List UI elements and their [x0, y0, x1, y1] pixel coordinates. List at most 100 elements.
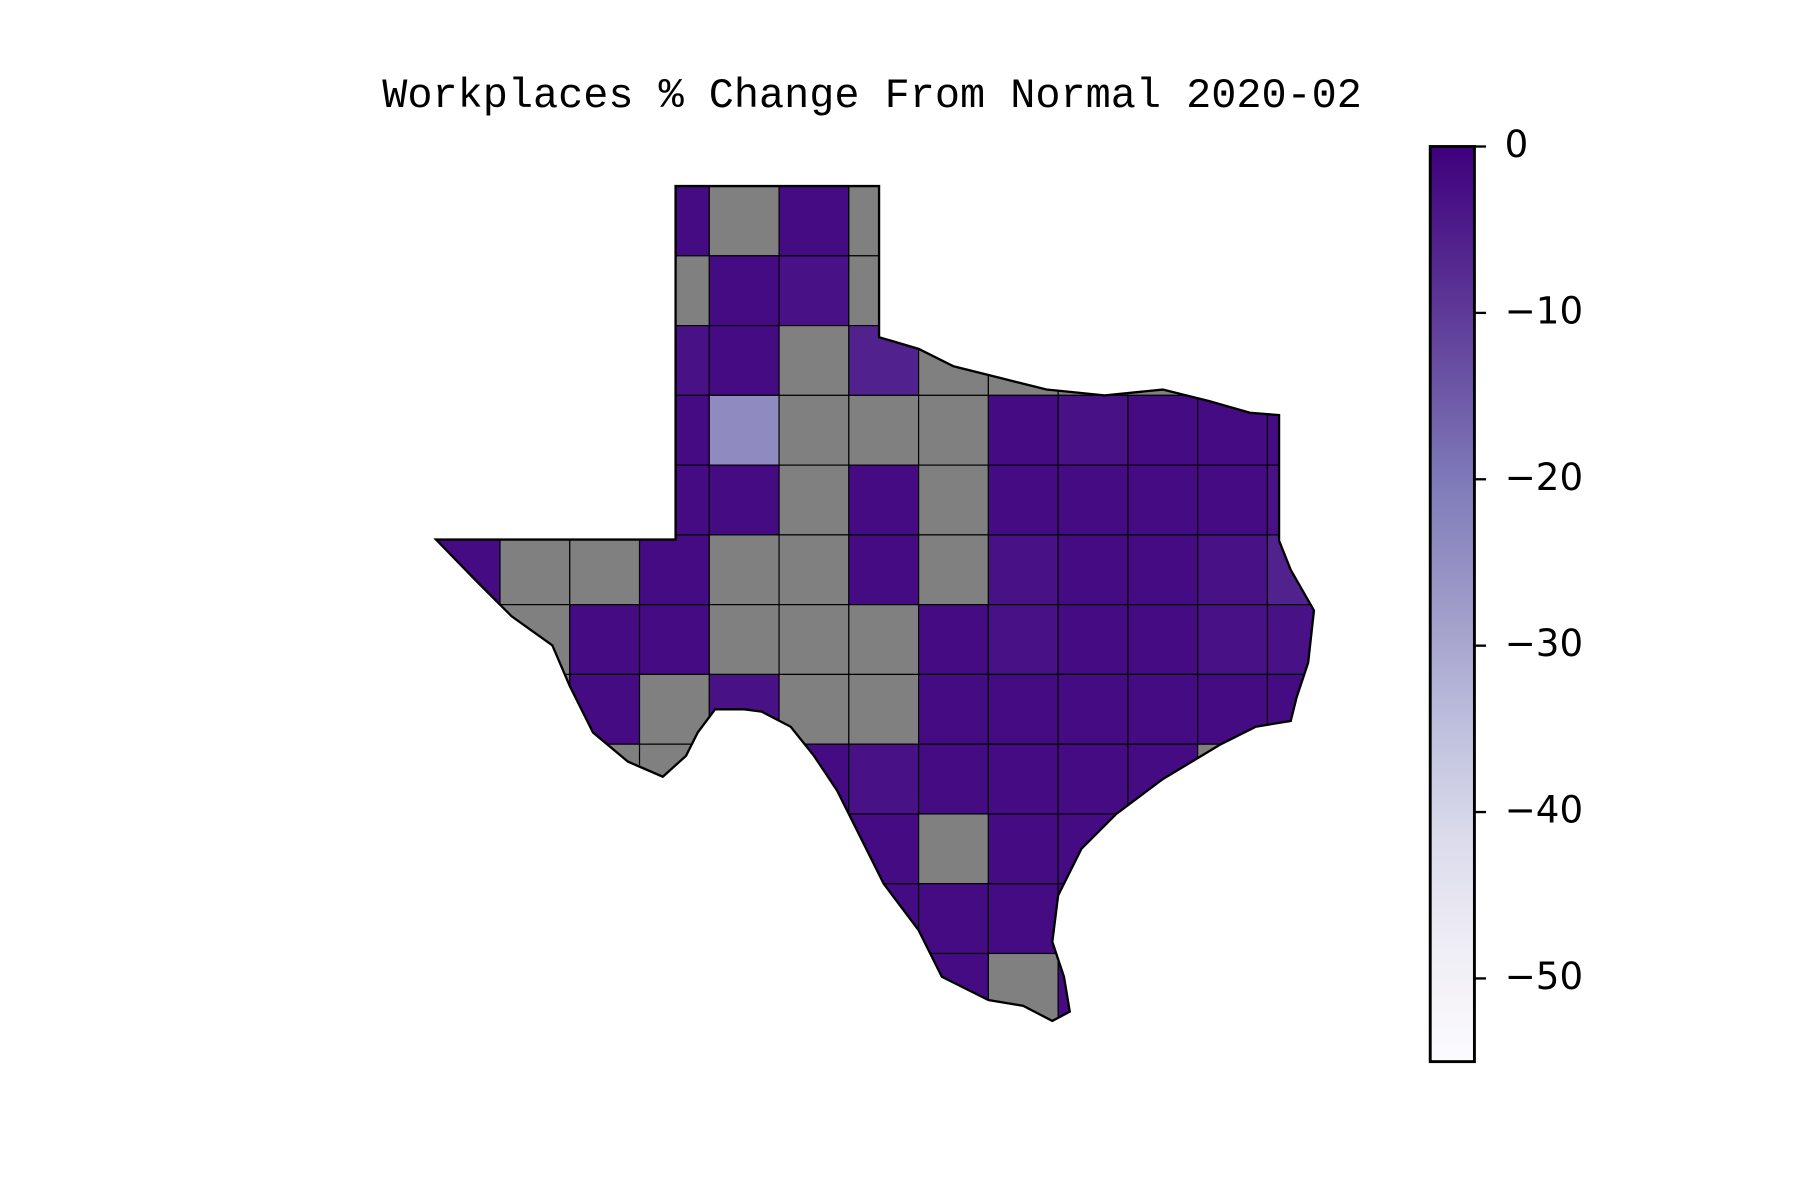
county [569, 952, 641, 1021]
county [1057, 325, 1129, 396]
county [778, 534, 850, 606]
county [1057, 534, 1129, 606]
county [848, 534, 920, 606]
county [1197, 534, 1269, 606]
county [1266, 743, 1314, 815]
county [569, 255, 641, 327]
county [708, 604, 780, 675]
county [1057, 604, 1129, 675]
county [708, 325, 780, 396]
county [708, 813, 780, 885]
county [778, 325, 850, 396]
county [708, 883, 780, 955]
county [499, 813, 571, 885]
county [918, 464, 989, 536]
map-title: Workplaces % Change From Normal 2020-02 [382, 72, 1362, 120]
county [1127, 813, 1199, 885]
colorbar-ticks: 0 −10 −20 −30 −40 −50 [1474, 122, 1583, 998]
county [987, 604, 1059, 675]
county [778, 255, 850, 327]
county [1266, 604, 1314, 675]
county [778, 673, 850, 745]
colorbar-tick-label: 0 [1505, 122, 1529, 166]
county [638, 813, 710, 885]
county [918, 186, 989, 257]
county [499, 186, 571, 257]
county [918, 813, 989, 885]
county [708, 534, 780, 606]
county [848, 325, 920, 396]
county [436, 673, 501, 745]
county [1197, 186, 1269, 257]
county [1197, 743, 1269, 815]
county [1127, 394, 1199, 466]
county [918, 743, 989, 815]
county [987, 186, 1059, 257]
county [638, 952, 710, 1021]
county [1127, 952, 1199, 1021]
county [499, 673, 571, 745]
county [1057, 186, 1129, 257]
county [778, 883, 850, 955]
county [499, 464, 571, 536]
county [1127, 604, 1199, 675]
county [918, 673, 989, 745]
county [499, 394, 571, 466]
county [1127, 255, 1199, 327]
county [708, 952, 780, 1021]
county [918, 883, 989, 955]
county [987, 952, 1059, 1021]
county [1127, 325, 1199, 396]
county [708, 186, 780, 257]
county [848, 464, 920, 536]
county [569, 743, 641, 815]
colorbar-tick-label: −10 [1505, 288, 1583, 332]
county [918, 255, 989, 327]
county [1266, 534, 1314, 606]
county [848, 186, 920, 257]
county [569, 604, 641, 675]
county [569, 534, 641, 606]
county [1057, 394, 1129, 466]
county [1197, 604, 1269, 675]
county [987, 255, 1059, 327]
county [499, 952, 571, 1021]
county [987, 534, 1059, 606]
county [1266, 883, 1314, 955]
county [1197, 464, 1269, 536]
county [918, 394, 989, 466]
county [436, 883, 501, 955]
colorbar-tick-label: −40 [1505, 788, 1583, 832]
county [778, 394, 850, 466]
county [499, 255, 571, 327]
county [436, 464, 501, 536]
county [436, 394, 501, 466]
county [918, 604, 989, 675]
county [1127, 464, 1199, 536]
county [569, 464, 641, 536]
county [499, 325, 571, 396]
county [1197, 394, 1269, 466]
county [638, 883, 710, 955]
county [1127, 673, 1199, 745]
county [1057, 883, 1129, 955]
county [569, 394, 641, 466]
county [987, 673, 1059, 745]
county [499, 534, 571, 606]
county [1197, 325, 1269, 396]
county [638, 534, 710, 606]
colorbar-tick-label: −20 [1505, 455, 1583, 499]
county [848, 255, 920, 327]
county [638, 673, 710, 745]
county [778, 604, 850, 675]
county [436, 952, 501, 1021]
county [918, 534, 989, 606]
county [1266, 952, 1314, 1021]
county [436, 255, 501, 327]
county [569, 186, 641, 257]
county [1197, 673, 1269, 745]
county [436, 743, 501, 815]
county [1197, 255, 1269, 327]
